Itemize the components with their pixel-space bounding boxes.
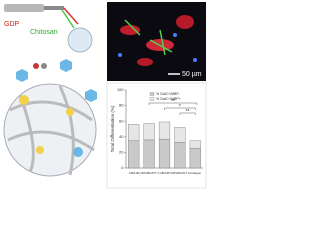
cell	[85, 89, 97, 102]
significance-label: **	[186, 109, 190, 115]
significance-bracket	[164, 107, 196, 110]
y-tick-label: 0	[121, 165, 124, 170]
label-gdp: GDP	[4, 21, 20, 28]
bar-segment	[174, 127, 186, 143]
x-tick-label: C8PHB/HNT 1	[170, 171, 190, 175]
legend-swatch	[149, 97, 155, 101]
needle	[44, 6, 64, 10]
legend-label: % GalC+/MBP+	[156, 97, 181, 101]
fibers	[7, 85, 95, 176]
stain	[120, 25, 140, 35]
chart-frame	[106, 82, 207, 189]
bar-segment	[189, 140, 201, 149]
bar-segment	[189, 148, 201, 169]
y-axis-label: Total Differentiation (%)	[110, 105, 115, 152]
y-tick-label: 40	[119, 134, 124, 139]
bar-segment	[143, 123, 155, 141]
nucleus	[118, 53, 122, 57]
y-tick-label: 60	[119, 118, 124, 123]
cell	[66, 108, 74, 116]
significance-label: *	[179, 104, 181, 110]
graphical-abstract: GDP Chitosan 50 µm 0 20 40 60 80 100 Total Dif…	[3, 2, 207, 189]
cell	[60, 59, 72, 72]
molecule	[41, 63, 47, 69]
cell	[36, 146, 44, 154]
legend-label: % GalC+/MBP-	[156, 92, 181, 96]
nucleus	[193, 58, 197, 62]
significance-bracket	[179, 112, 196, 115]
stain	[176, 15, 194, 29]
chart: 0 20 40 60 80 100 Total Differentiation (%) C3P…	[110, 87, 203, 175]
bar-segment	[158, 121, 171, 140]
needle-body	[4, 4, 44, 12]
bar-segment	[128, 140, 140, 169]
bar-segment	[143, 139, 155, 169]
stain	[137, 58, 153, 66]
cell	[19, 95, 29, 105]
bar-segment	[128, 124, 140, 141]
schematic: GDP Chitosan	[3, 4, 97, 177]
stain	[124, 19, 173, 56]
inset	[67, 27, 93, 53]
scaffold	[3, 83, 97, 177]
cell	[16, 69, 28, 82]
y-tick-label: 100	[117, 87, 124, 92]
y-tick-label: 80	[119, 103, 124, 108]
significance-label: **	[171, 99, 175, 105]
nucleus	[173, 33, 177, 37]
chitosan-strand	[61, 9, 75, 29]
x-tick-label: C3PHB	[129, 171, 139, 175]
gdp-strand	[63, 7, 79, 25]
x-tick-label: C3PHB/HNT 1	[139, 171, 159, 175]
label-chitosan: Chitosan	[30, 29, 58, 36]
scale-label: 50 µm	[182, 71, 202, 78]
y-tick-label: 20	[119, 149, 124, 154]
micrograph: 50 µm	[107, 2, 206, 81]
cell	[73, 147, 83, 157]
molecule	[33, 63, 39, 69]
significance-bracket	[148, 102, 198, 105]
bar-segment	[158, 138, 171, 169]
x-tick-label: C8PHB	[159, 171, 169, 175]
x-tick-label: Collagen	[189, 171, 201, 175]
bar-segment	[174, 142, 186, 169]
legend-swatch	[149, 92, 155, 96]
